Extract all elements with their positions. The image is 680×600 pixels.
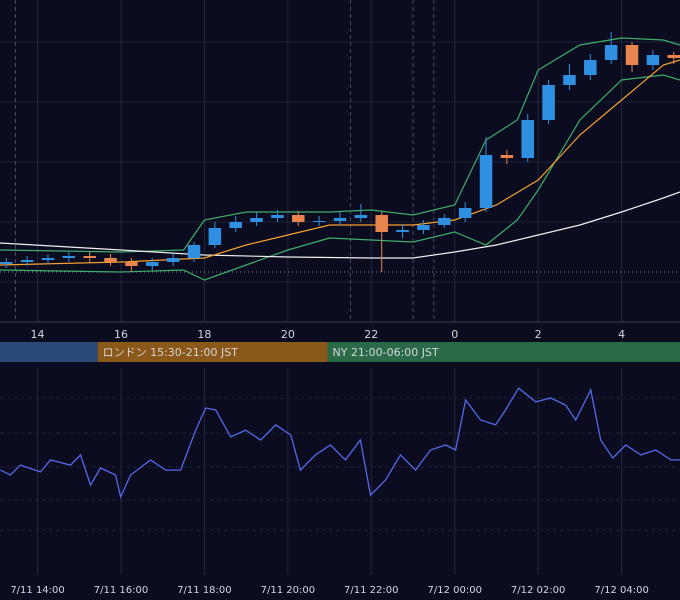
x-tick-label: 16 — [114, 328, 128, 341]
candle-body — [125, 262, 138, 266]
candle-body — [208, 228, 222, 245]
x-tick-label: 7/11 18:00 — [177, 585, 231, 596]
candle-body — [166, 258, 180, 262]
x-tick-label: 14 — [31, 328, 45, 341]
candle-body — [62, 256, 76, 258]
series-line — [0, 37, 680, 253]
x-tick-label: 20 — [281, 328, 295, 341]
x-tick-label: 4 — [618, 328, 625, 341]
candle-body — [584, 60, 597, 75]
session-band — [0, 342, 98, 362]
series-line — [0, 387, 680, 500]
candle-body — [646, 55, 660, 65]
x-tick-label: 18 — [197, 328, 211, 341]
session-band — [97, 342, 328, 362]
candle-body — [292, 215, 305, 222]
x-tick-label: 7/11 14:00 — [10, 585, 64, 596]
candle-body — [667, 55, 680, 58]
candle-body — [542, 85, 555, 120]
candle-body — [375, 215, 388, 232]
candle-body — [604, 45, 618, 60]
session-band — [327, 342, 680, 362]
x-tick-label: 7/12 02:00 — [511, 585, 565, 596]
candle-body — [271, 215, 284, 218]
candle-body — [479, 155, 493, 208]
candle-body — [563, 75, 576, 85]
candle-body — [83, 256, 96, 258]
candle-body — [20, 260, 34, 262]
candle-body — [438, 218, 451, 225]
x-tick-label: 7/11 22:00 — [344, 585, 398, 596]
candle-body — [104, 258, 117, 262]
candle-body — [146, 262, 159, 266]
candle-body — [41, 258, 55, 260]
candle-body — [396, 230, 409, 232]
session-label: ロンドン 15:30-21:00 JST — [103, 346, 239, 359]
x-tick-label: 7/11 16:00 — [94, 585, 148, 596]
x-tick-label: 7/12 00:00 — [427, 585, 481, 596]
candle-body — [521, 120, 534, 158]
session-label: NY 21:00-06:00 JST — [332, 346, 439, 359]
candle-body — [458, 208, 472, 218]
candle-body — [417, 225, 430, 230]
candle-body — [0, 262, 13, 264]
series-line — [0, 191, 680, 259]
x-tick-label: 2 — [535, 328, 542, 341]
x-tick-label: 22 — [364, 328, 378, 341]
candle-body — [625, 45, 639, 65]
series-line — [0, 74, 680, 281]
candle-body — [229, 222, 242, 228]
candle-body — [500, 155, 514, 158]
candle-body — [354, 215, 368, 218]
candle-body — [187, 245, 201, 258]
candle-body — [333, 218, 347, 221]
candle-body — [250, 218, 263, 222]
series-line — [0, 59, 680, 266]
candle-body — [312, 221, 326, 222]
x-tick-label: 7/12 04:00 — [594, 585, 648, 596]
x-tick-label: 0 — [451, 328, 458, 341]
x-tick-label: 7/11 20:00 — [261, 585, 315, 596]
